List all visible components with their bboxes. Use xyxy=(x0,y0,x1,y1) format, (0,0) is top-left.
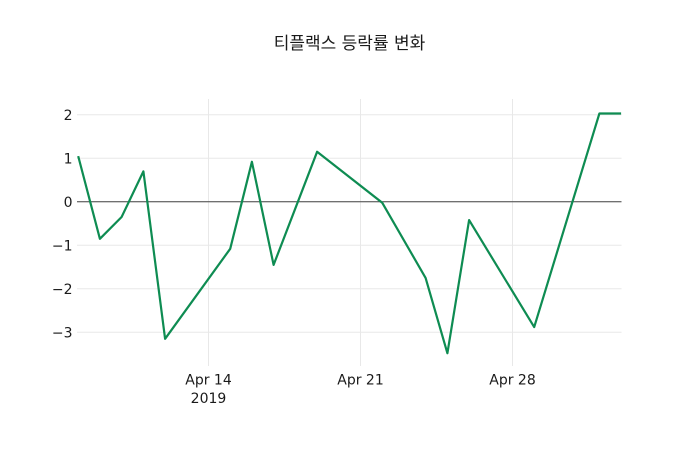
y-tick-label: 1 xyxy=(64,151,73,167)
chart-title: 티플랙스 등락률 변화 xyxy=(273,34,426,54)
y-tick-label: −2 xyxy=(52,282,73,298)
series-line xyxy=(77,112,622,355)
y-tick-label: −3 xyxy=(52,325,73,341)
x-tick-label: Apr 14 xyxy=(185,373,232,389)
y-tick-label: 0 xyxy=(64,195,73,211)
y-tick-label: 2 xyxy=(64,108,73,124)
x-tick-label: Apr 28 xyxy=(489,373,535,389)
y-tick-label: −1 xyxy=(52,238,73,254)
x-tick-label: Apr 21 xyxy=(337,373,383,389)
x-tick-sublabel: 2019 xyxy=(191,391,227,407)
